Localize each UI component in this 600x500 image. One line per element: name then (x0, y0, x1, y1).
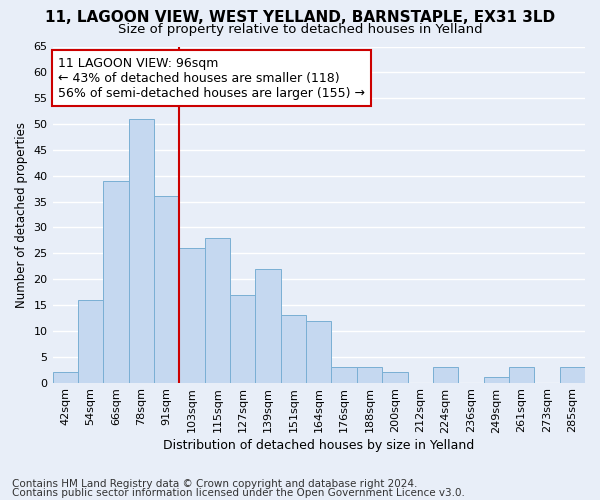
Y-axis label: Number of detached properties: Number of detached properties (15, 122, 28, 308)
Bar (484, 378, 509, 382)
Bar (382, 372, 407, 382)
Bar (509, 367, 534, 382)
Bar (281, 316, 306, 382)
Bar (306, 320, 331, 382)
Text: Contains HM Land Registry data © Crown copyright and database right 2024.: Contains HM Land Registry data © Crown c… (12, 479, 418, 489)
X-axis label: Distribution of detached houses by size in Yelland: Distribution of detached houses by size … (163, 440, 475, 452)
Bar (53, 372, 78, 382)
Bar (78, 300, 103, 382)
Bar (560, 367, 585, 382)
Text: 11 LAGOON VIEW: 96sqm
← 43% of detached houses are smaller (118)
56% of semi-det: 11 LAGOON VIEW: 96sqm ← 43% of detached … (58, 56, 365, 100)
Text: Contains public sector information licensed under the Open Government Licence v3: Contains public sector information licen… (12, 488, 465, 498)
Bar (357, 367, 382, 382)
Bar (256, 269, 281, 382)
Bar (205, 238, 230, 382)
Bar (128, 119, 154, 382)
Bar (230, 294, 256, 382)
Text: Size of property relative to detached houses in Yelland: Size of property relative to detached ho… (118, 22, 482, 36)
Bar (179, 248, 205, 382)
Bar (331, 367, 357, 382)
Bar (103, 181, 128, 382)
Text: 11, LAGOON VIEW, WEST YELLAND, BARNSTAPLE, EX31 3LD: 11, LAGOON VIEW, WEST YELLAND, BARNSTAPL… (45, 10, 555, 25)
Bar (433, 367, 458, 382)
Bar (154, 196, 179, 382)
